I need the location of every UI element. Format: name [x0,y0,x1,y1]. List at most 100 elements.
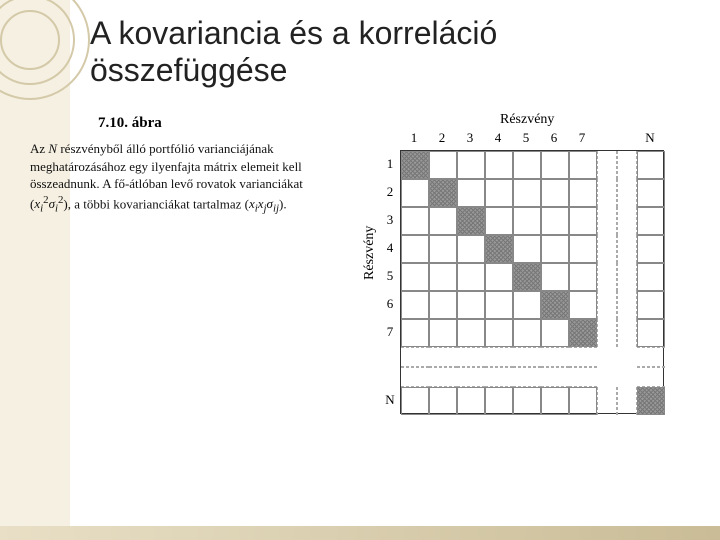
matrix-cell [541,179,569,207]
matrix-cell [569,207,597,235]
matrix-cell [569,263,597,291]
matrix-cell [637,387,665,415]
matrix-row-header: 2 [382,178,398,206]
matrix-cell [485,387,513,415]
matrix-cell [541,347,569,367]
matrix-cell [485,291,513,319]
matrix-cell [617,263,637,291]
matrix-row-header [382,346,398,366]
matrix-cell [401,179,429,207]
matrix-cell [569,387,597,415]
matrix-cell [457,387,485,415]
matrix-cell [513,207,541,235]
matrix-col-header: 2 [428,130,456,146]
matrix-row-header: 4 [382,234,398,262]
matrix-cell [617,367,637,387]
matrix-cell [597,151,617,179]
matrix-cell [569,367,597,387]
matrix-cell [457,319,485,347]
matrix-cell [569,319,597,347]
matrix-cell [541,319,569,347]
matrix-cell [541,367,569,387]
matrix-col-header [596,130,616,146]
matrix-cell [513,151,541,179]
matrix-cell [569,179,597,207]
decorative-ring [0,10,60,70]
matrix-cell [597,263,617,291]
matrix-cell [637,151,665,179]
matrix-cell [429,235,457,263]
matrix-cell [401,347,429,367]
matrix-cell [485,367,513,387]
matrix-cell [541,387,569,415]
matrix-col-header: 3 [456,130,484,146]
matrix-cell [637,235,665,263]
matrix-cell [637,207,665,235]
matrix-cell [617,235,637,263]
matrix-cell [401,319,429,347]
matrix-row-headers: 1234567N [382,150,398,414]
matrix-cell [513,347,541,367]
matrix-row-header: 7 [382,318,398,346]
matrix-cell [597,319,617,347]
slide-title: A kovariancia és a korreláció összefüggé… [90,15,690,89]
matrix-cell [429,319,457,347]
figure-label: 7.10. ábra [98,115,162,132]
matrix-cell [457,263,485,291]
matrix-cell [401,387,429,415]
matrix-cell [617,387,637,415]
matrix-cell [429,347,457,367]
matrix-cell [637,291,665,319]
matrix-cell [457,235,485,263]
matrix-cell [485,151,513,179]
matrix-cell [617,151,637,179]
matrix-cell [429,207,457,235]
matrix-cell [597,347,617,367]
matrix-cell [485,235,513,263]
decorative-bottom-bar [0,526,720,540]
matrix-top-axis-label: Részvény [500,112,554,128]
matrix-cell [457,367,485,387]
matrix-col-header: 7 [568,130,596,146]
matrix-cell [617,347,637,367]
matrix-cell [457,179,485,207]
matrix-cell [429,263,457,291]
matrix-col-headers: 1234567N [400,130,664,146]
matrix-cell [513,367,541,387]
matrix-cell [513,263,541,291]
matrix-grid [400,150,664,414]
matrix-cell [597,291,617,319]
matrix-side-axis-label: Részvény [362,226,378,280]
matrix-cell [597,179,617,207]
matrix-cell [637,367,665,387]
matrix-row-header [382,366,398,386]
matrix-cell [637,263,665,291]
matrix-cell [429,387,457,415]
covariance-matrix: 1234567N 1234567N [400,150,664,414]
matrix-col-header [616,130,636,146]
matrix-cell [617,319,637,347]
matrix-cell [637,319,665,347]
matrix-cell [541,263,569,291]
matrix-cell [429,151,457,179]
matrix-row-header: 5 [382,262,398,290]
matrix-cell [429,179,457,207]
matrix-cell [457,291,485,319]
figure-description: Az N részvényből álló portfólió varianci… [30,140,330,216]
matrix-cell [401,151,429,179]
matrix-cell [429,367,457,387]
matrix-col-header: 5 [512,130,540,146]
matrix-cell [457,151,485,179]
matrix-cell [513,235,541,263]
matrix-cell [541,207,569,235]
matrix-cell [513,291,541,319]
matrix-cell [617,207,637,235]
matrix-cell [597,387,617,415]
matrix-col-header: N [636,130,664,146]
matrix-col-header: 1 [400,130,428,146]
matrix-row-header: 3 [382,206,398,234]
matrix-cell [401,367,429,387]
matrix-cell [513,179,541,207]
matrix-cell [637,179,665,207]
matrix-cell [401,263,429,291]
